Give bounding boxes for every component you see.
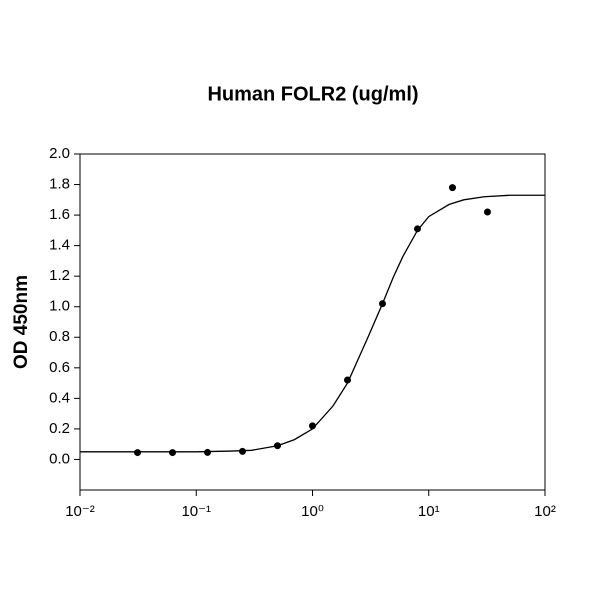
chart-title: Human FOLR2 (ug/ml) — [207, 83, 418, 105]
y-tick-label: 2.0 — [49, 145, 70, 162]
data-point — [239, 447, 247, 455]
x-tick-label: 10⁻¹ — [181, 503, 211, 520]
y-tick-label: 0.4 — [49, 389, 70, 406]
y-tick-label: 0.6 — [49, 359, 70, 376]
y-tick-label: 1.8 — [49, 176, 70, 193]
y-tick-label: 0.0 — [49, 450, 70, 467]
data-point — [448, 184, 456, 192]
fit-curve — [80, 194, 545, 453]
y-tick-label: 0.2 — [49, 420, 70, 437]
data-point — [204, 448, 212, 456]
x-tick-label: 10² — [534, 503, 556, 520]
y-tick-label: 1.4 — [49, 237, 70, 254]
plot-frame — [79, 153, 546, 491]
y-tick-label: 1.2 — [49, 267, 70, 284]
x-tick-label: 10⁻² — [65, 503, 95, 520]
y-tick-label: 0.8 — [49, 328, 70, 345]
data-point — [413, 225, 421, 233]
data-point — [483, 208, 491, 216]
y-tick-label: 1.6 — [49, 206, 70, 223]
y-tick-label: 1.0 — [49, 298, 70, 315]
x-tick-label: 10¹ — [418, 503, 440, 520]
x-tick-label: 10⁰ — [301, 503, 324, 520]
y-axis-label: OD 450nm — [11, 275, 32, 369]
data-point — [169, 449, 177, 457]
data-point — [134, 449, 142, 457]
